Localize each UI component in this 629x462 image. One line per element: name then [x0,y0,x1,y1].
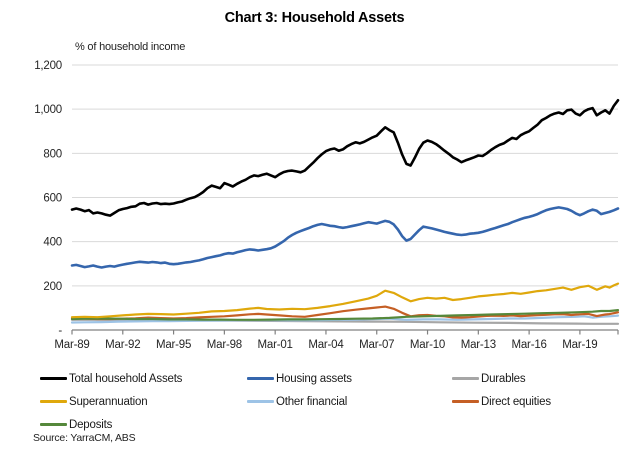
x-tick-label: Mar-13 [461,339,496,351]
x-tick-label: Mar-07 [359,339,394,351]
legend-label-total: Total household Assets [69,372,183,385]
legend-item-housing-assets: Housing assets [247,367,452,390]
x-tick-label: Mar-89 [54,339,89,351]
legend: Total household Assets Housing assets Du… [40,367,615,436]
x-tick-label: Mar-04 [308,339,344,351]
x-tick-label: Mar-95 [156,339,191,351]
legend-label-superannuation: Superannuation [69,395,148,408]
x-tick-label: Mar-01 [258,339,293,351]
series-line-housing-assets [70,206,620,269]
legend-item-deposits: Deposits [40,413,247,436]
legend-swatch-total [40,377,67,380]
y-tick-label: 1,200 [34,60,62,72]
series-line-superannuation [70,282,620,319]
y-tick-label: 600 [43,193,62,205]
legend-swatch-other-financial [247,400,274,403]
legend-label-housing: Housing assets [276,372,352,385]
y-tick-label: 800 [43,148,62,160]
legend-swatch-superannuation [40,400,67,403]
y-axis-unit-label: % of household income [75,41,186,53]
legend-swatch-deposits [40,423,67,426]
y-tick-label: - [58,325,62,337]
chart-title: Chart 3: Household Assets [224,10,405,26]
x-tick-label: Mar-16 [511,339,546,351]
legend-item-durables: Durables [452,367,615,390]
legend-item-other-financial: Other financial [247,390,452,413]
legend-swatch-housing [247,377,274,380]
legend-swatch-direct-equities [452,400,479,403]
series-line-total-household-assets [70,99,620,217]
legend-label-durables: Durables [481,372,526,385]
x-tick-label: Mar-98 [207,339,242,351]
x-tick-label: Mar-92 [105,339,140,351]
y-tick-label: 200 [43,281,62,293]
series-line-direct-equities [70,305,620,321]
y-tick-label: 1,000 [34,104,62,116]
legend-item-superannuation: Superannuation [40,390,247,413]
y-tick-label: 400 [43,237,62,249]
legend-item-total-household-assets: Total household Assets [40,367,247,390]
x-tick-label: Mar-19 [562,339,597,351]
legend-label-deposits: Deposits [69,418,113,431]
plot-area: 1,200 1,000 800 600 400 200 - Mar-89 Mar-92 Mar-9… [34,60,620,351]
legend-swatch-durables [452,377,479,380]
series-line-deposits [70,309,620,321]
legend-item-direct-equities: Direct equities [452,390,615,413]
legend-label-direct-equities: Direct equities [481,395,551,408]
legend-label-other-financial: Other financial [276,395,348,408]
source-note: Source: YarraCM, ABS [33,432,136,444]
x-tick-label: Mar-10 [410,339,445,351]
